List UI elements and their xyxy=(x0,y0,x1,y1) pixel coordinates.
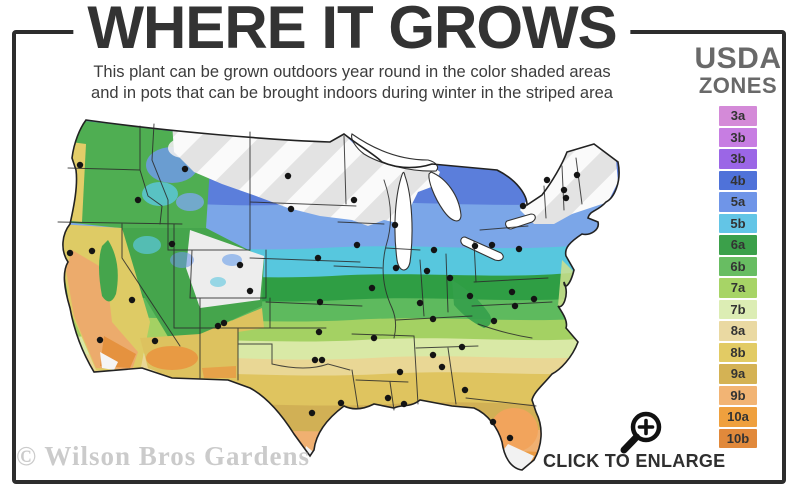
click-to-enlarge-label[interactable]: CLICK TO ENLARGE xyxy=(543,451,726,471)
zone-chip-12-9a: 9a xyxy=(719,364,757,384)
zone-chip-15-10b: 10b xyxy=(719,428,757,449)
zone-chip-0-3a: 3a xyxy=(719,106,757,126)
state-borders xyxy=(57,123,583,411)
us-zone-map-svg xyxy=(57,119,620,471)
great-lakes xyxy=(351,133,536,271)
subtitle-line-1: This plant can be grown outdoors year ro… xyxy=(93,63,611,81)
zone-chip-2-3b: 3b xyxy=(719,149,757,169)
us-outline xyxy=(62,119,620,471)
legend-title-zones: ZONES xyxy=(698,73,778,98)
subtitle-line-2: and in pots that can be brought indoors … xyxy=(91,84,613,103)
page-title: WHERE IT GROWS xyxy=(73,0,631,59)
magnifying-glass-plus-icon[interactable] xyxy=(608,410,670,458)
zone-chip-3-4b: 4b xyxy=(719,170,757,191)
zone-shading xyxy=(62,120,620,470)
zone-chip-14-10a: 10a xyxy=(719,407,757,427)
zone-chip-7-6b: 6b xyxy=(719,256,757,277)
usda-zones-legend: USDA ZONES 3a 3b 3b 4b 5a 5b 6a 6b 7a 7b 8a 8b 9a 9b 1… xyxy=(689,44,787,450)
zone-chip-13-9b: 9b xyxy=(719,385,757,406)
legend-title-usda: USDA xyxy=(694,42,782,75)
zone-chip-11-8b: 8b xyxy=(719,342,757,363)
zone-chip-4-5a: 5a xyxy=(719,192,757,212)
zone-chip-9-7b: 7b xyxy=(719,299,757,320)
zone-list: 3a 3b 3b 4b 5a 5b 6a 6b 7a 7b 8a 8b 9a 9b 10a 10b xyxy=(689,106,787,449)
subtitle: This plant can be grown outdoors year ro… xyxy=(91,62,613,105)
us-zone-map[interactable] xyxy=(22,110,670,472)
zone-chip-1-3b: 3b xyxy=(719,127,757,148)
zone-chip-10-8a: 8a xyxy=(719,321,757,341)
city-dots xyxy=(66,161,581,442)
zone-chip-8-7a: 7a xyxy=(719,278,757,298)
zone-chip-5-5b: 5b xyxy=(719,213,757,234)
zone-chip-6-6a: 6a xyxy=(719,235,757,255)
watermark: © Wilson Bros Gardens xyxy=(16,441,310,471)
